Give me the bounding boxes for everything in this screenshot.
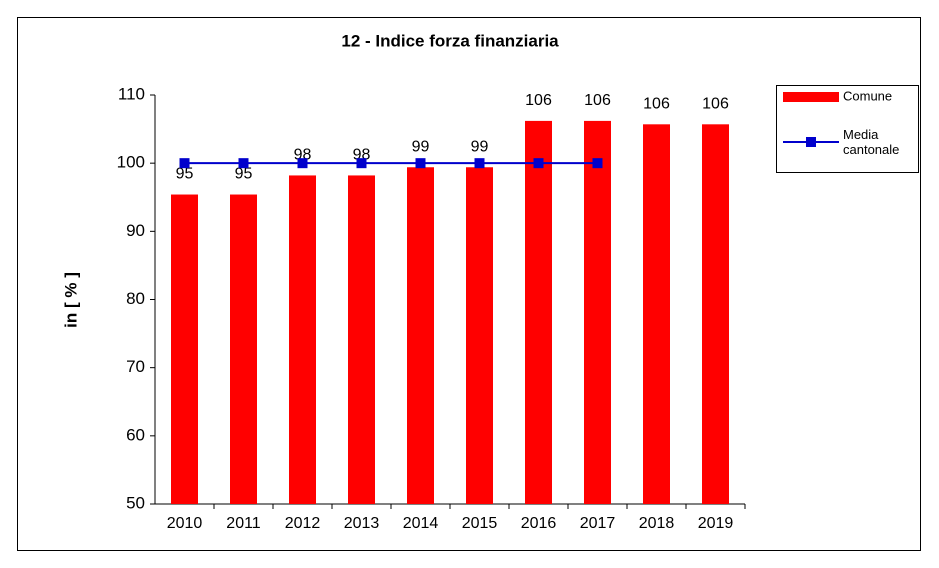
bar xyxy=(171,194,198,505)
data-label: 99 xyxy=(412,138,430,155)
x-tick-label: 2011 xyxy=(226,515,261,532)
legend-label: Comune xyxy=(843,88,892,103)
line-marker xyxy=(592,158,603,169)
legend-label: Media cantonale xyxy=(843,127,899,157)
y-tick-label: 90 xyxy=(126,221,145,240)
bar xyxy=(584,120,611,505)
bar xyxy=(702,124,729,504)
y-tick-label: 110 xyxy=(118,84,145,103)
bar xyxy=(348,175,375,505)
x-tick-label: 2015 xyxy=(462,515,498,532)
line-marker xyxy=(474,158,485,169)
bar xyxy=(289,175,316,505)
chart-title: 12 - Indice forza finanziaria xyxy=(341,31,559,50)
line-marker xyxy=(297,158,308,169)
line-marker xyxy=(238,158,249,169)
bar xyxy=(525,120,552,505)
line-marker xyxy=(179,158,190,169)
x-tick-label: 2013 xyxy=(344,515,380,532)
line-marker xyxy=(415,158,426,169)
x-tick-label: 2019 xyxy=(698,515,734,532)
x-tick-label: 2016 xyxy=(521,515,557,532)
data-label: 106 xyxy=(643,96,670,113)
legend-swatch xyxy=(806,137,816,147)
data-label: 106 xyxy=(702,96,729,113)
y-axis-label: in [ % ] xyxy=(61,272,80,328)
y-tick-label: 80 xyxy=(126,289,145,308)
line-marker xyxy=(356,158,367,169)
bar xyxy=(407,167,434,505)
x-tick-label: 2018 xyxy=(639,515,675,532)
y-tick-label: 50 xyxy=(126,493,145,512)
line-marker xyxy=(533,158,544,169)
y-tick-label: 100 xyxy=(117,153,145,172)
y-tick-label: 60 xyxy=(126,425,145,444)
data-label: 95 xyxy=(176,166,194,183)
legend-swatch xyxy=(783,92,839,102)
x-tick-label: 2017 xyxy=(580,515,616,532)
bar xyxy=(230,194,257,505)
x-tick-label: 2010 xyxy=(167,515,203,532)
x-tick-label: 2014 xyxy=(403,515,439,532)
bar xyxy=(643,124,670,504)
bar xyxy=(466,167,493,505)
data-label: 95 xyxy=(235,166,253,183)
x-tick-label: 2012 xyxy=(285,515,321,532)
data-label: 106 xyxy=(525,92,552,109)
y-tick-label: 70 xyxy=(126,357,145,376)
data-label: 99 xyxy=(471,138,489,155)
data-label: 106 xyxy=(584,92,611,109)
